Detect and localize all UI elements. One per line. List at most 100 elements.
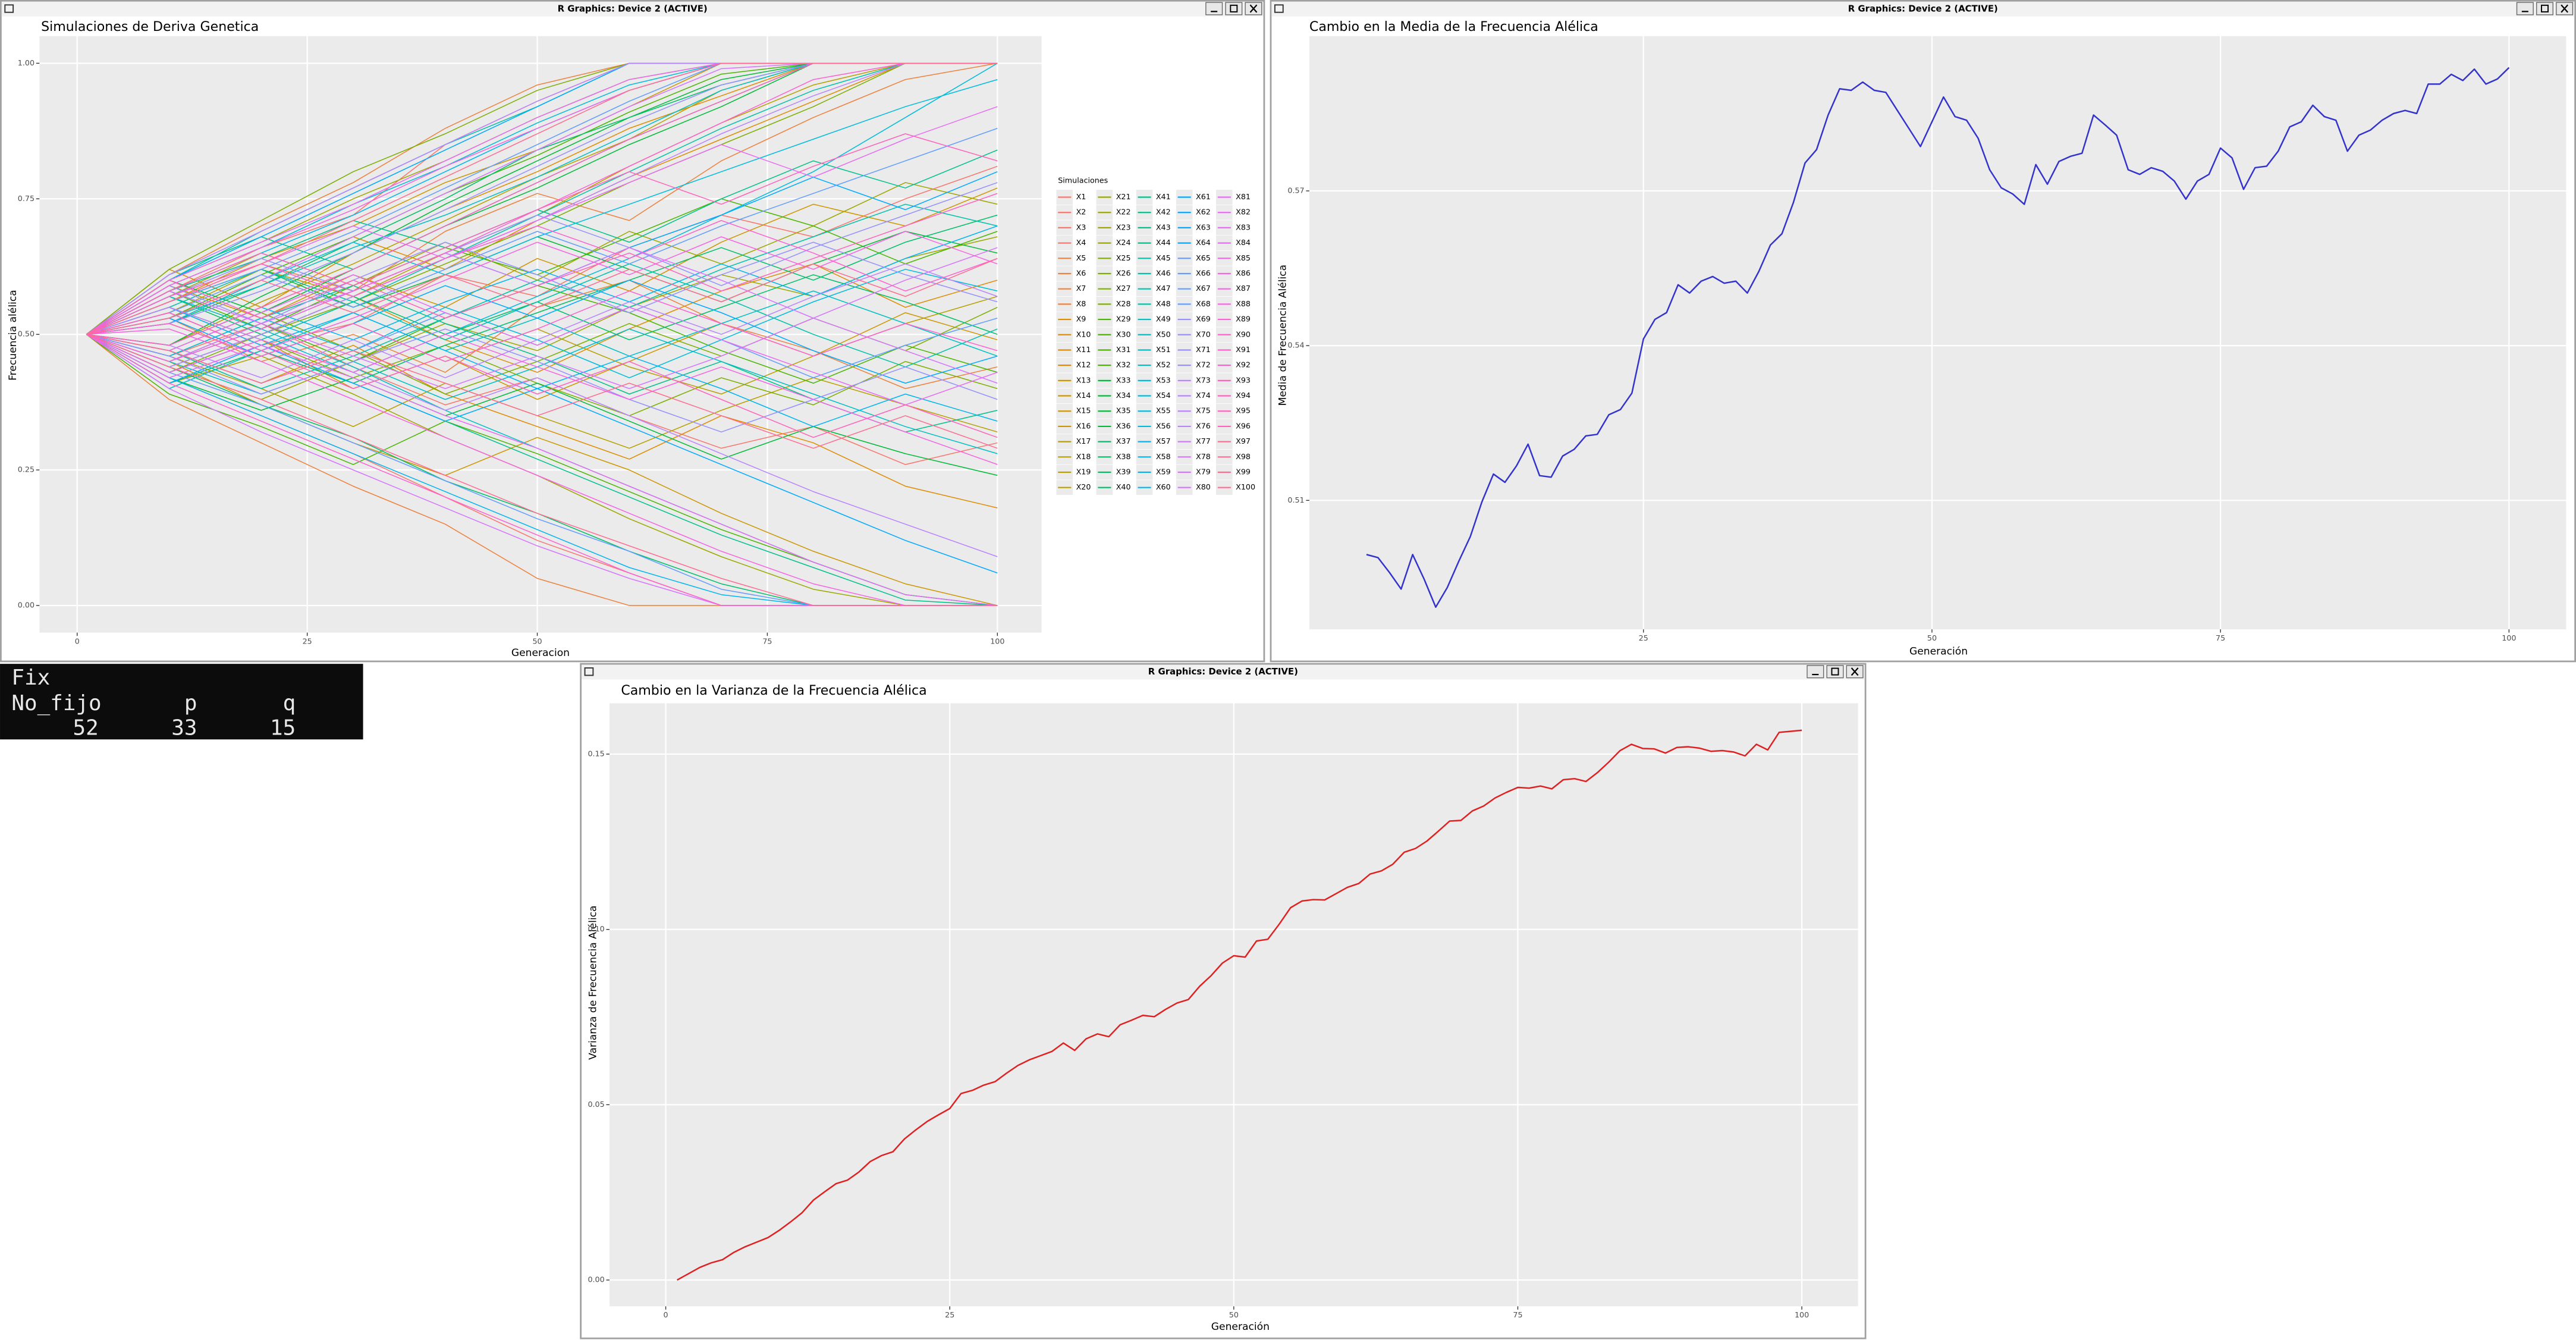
legend-label: X29 bbox=[1116, 315, 1131, 324]
legend-label: X71 bbox=[1196, 345, 1211, 354]
legend-label: X16 bbox=[1076, 421, 1091, 430]
title-bar bbox=[1, 1, 1264, 17]
legend-label: X63 bbox=[1196, 222, 1211, 231]
x-tick-label: 50 bbox=[1927, 633, 1937, 642]
data-line bbox=[86, 214, 998, 384]
icon bbox=[2561, 4, 2568, 13]
legend-label: X33 bbox=[1116, 375, 1131, 384]
legend-label: X9 bbox=[1076, 315, 1086, 324]
legend-label: X1 bbox=[1076, 192, 1086, 201]
legend-label: X48 bbox=[1156, 299, 1171, 308]
minimize-button[interactable] bbox=[2516, 2, 2534, 15]
x-tick-label: 50 bbox=[532, 636, 542, 645]
legend-label: X21 bbox=[1116, 192, 1131, 201]
legend-label: X41 bbox=[1156, 192, 1171, 201]
data-line bbox=[86, 290, 998, 362]
data-line bbox=[86, 334, 998, 606]
legend-label: X72 bbox=[1196, 360, 1211, 369]
maximize-button[interactable] bbox=[1225, 2, 1243, 15]
data-line bbox=[86, 241, 998, 335]
maximize-button[interactable] bbox=[2536, 2, 2553, 15]
icon bbox=[1831, 667, 1839, 676]
legend-label: X49 bbox=[1156, 315, 1171, 324]
legend-label: X13 bbox=[1076, 375, 1091, 384]
legend-label: X34 bbox=[1116, 391, 1131, 400]
legend-label: X40 bbox=[1116, 482, 1131, 491]
data-line bbox=[86, 318, 998, 390]
chart-title: Cambio en la Media de la Frecuencia Alél… bbox=[1309, 19, 1598, 34]
legend-label: X53 bbox=[1156, 375, 1171, 384]
legend-label: X18 bbox=[1076, 452, 1091, 461]
legend-label: X59 bbox=[1156, 467, 1171, 476]
legend-label: X99 bbox=[1236, 467, 1251, 476]
y-tick-label: 0.00 bbox=[588, 1275, 604, 1284]
legend-label: X86 bbox=[1236, 268, 1251, 277]
legend-label: X20 bbox=[1076, 482, 1091, 491]
legend-label: X80 bbox=[1196, 482, 1211, 491]
data-line bbox=[86, 280, 998, 384]
data-line bbox=[86, 334, 998, 606]
legend-label: X22 bbox=[1116, 208, 1131, 216]
legend-label: X89 bbox=[1236, 315, 1251, 324]
data-line bbox=[86, 306, 998, 557]
x-axis-label: Generación bbox=[1909, 645, 1968, 657]
chart-title: Cambio en la Varianza de la Frecuencia A… bbox=[621, 683, 926, 698]
legend-label: X44 bbox=[1156, 238, 1171, 247]
legend-label: X3 bbox=[1076, 222, 1086, 231]
legend-label: X2 bbox=[1076, 208, 1086, 216]
legend-label: X70 bbox=[1196, 329, 1211, 338]
legend-title: Simulaciones bbox=[1058, 175, 1108, 184]
legend-label: X47 bbox=[1156, 284, 1171, 293]
data-line bbox=[86, 274, 998, 406]
y-tick-label: 0.75 bbox=[18, 194, 34, 203]
legend-label: X26 bbox=[1116, 268, 1131, 277]
x-tick-label: 100 bbox=[990, 636, 1004, 645]
legend-label: X98 bbox=[1236, 452, 1251, 461]
data-line bbox=[86, 334, 998, 574]
legend-label: X62 bbox=[1196, 208, 1211, 216]
data-line bbox=[677, 729, 1802, 1281]
data-line bbox=[86, 312, 998, 438]
x-tick-label: 100 bbox=[1795, 1310, 1809, 1319]
legend-label: X91 bbox=[1236, 345, 1251, 354]
console-header: q bbox=[283, 691, 296, 715]
legend-label: X50 bbox=[1156, 329, 1171, 338]
legend-label: X78 bbox=[1196, 452, 1211, 461]
data-line bbox=[86, 182, 998, 335]
legend-label: X77 bbox=[1196, 437, 1211, 445]
legend-label: X45 bbox=[1156, 253, 1171, 262]
title-bar bbox=[1271, 1, 2575, 17]
x-tick-label: 0 bbox=[664, 1310, 668, 1319]
legend-label: X19 bbox=[1076, 467, 1091, 476]
title-bar bbox=[582, 664, 1865, 680]
legend-label: X43 bbox=[1156, 222, 1171, 231]
icon bbox=[1851, 667, 1859, 676]
legend-label: X24 bbox=[1116, 238, 1131, 247]
legend-label: X65 bbox=[1196, 253, 1211, 262]
legend-label: X60 bbox=[1156, 482, 1171, 491]
console-value: 52 bbox=[73, 715, 99, 740]
legend-label: X73 bbox=[1196, 375, 1211, 384]
legend-label: X10 bbox=[1076, 329, 1091, 338]
legend-label: X28 bbox=[1116, 299, 1131, 308]
legend-label: X30 bbox=[1116, 329, 1131, 338]
x-tick-label: 25 bbox=[303, 636, 312, 645]
legend-label: X14 bbox=[1076, 391, 1091, 400]
legend-label: X8 bbox=[1076, 299, 1086, 308]
window-icon bbox=[1274, 4, 1284, 13]
maximize-button[interactable] bbox=[1826, 665, 1844, 679]
icon bbox=[1249, 4, 1258, 13]
legend-label: X95 bbox=[1236, 406, 1251, 415]
icon bbox=[1230, 4, 1238, 12]
y-axis-label: Frecuencia alélica bbox=[7, 290, 19, 381]
data-line bbox=[86, 79, 998, 335]
minimize-button[interactable] bbox=[1807, 665, 1824, 679]
minimize-button[interactable] bbox=[1205, 2, 1223, 15]
data-line bbox=[86, 62, 998, 335]
legend-label: X39 bbox=[1116, 467, 1131, 476]
legend-label: X51 bbox=[1156, 345, 1171, 354]
data-line bbox=[1366, 67, 2510, 608]
legend-label: X84 bbox=[1236, 238, 1251, 247]
data-line bbox=[86, 334, 998, 476]
y-tick-label: 1.00 bbox=[18, 58, 34, 67]
